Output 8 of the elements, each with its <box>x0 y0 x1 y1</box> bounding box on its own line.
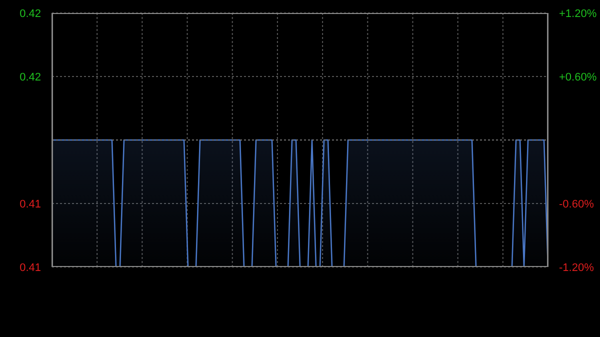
y2-tick-label: +1.20% <box>559 8 597 20</box>
y-tick-label: 0.41 <box>20 262 41 274</box>
y-tick-label: 0.42 <box>20 8 41 20</box>
y2-tick-label: -1.20% <box>559 262 594 274</box>
y-tick-label: 0.42 <box>20 71 41 84</box>
y2-tick-label: -0.60% <box>559 198 594 210</box>
y-tick-label: 0.41 <box>20 198 41 210</box>
y2-tick-label: +0.60% <box>559 71 597 84</box>
